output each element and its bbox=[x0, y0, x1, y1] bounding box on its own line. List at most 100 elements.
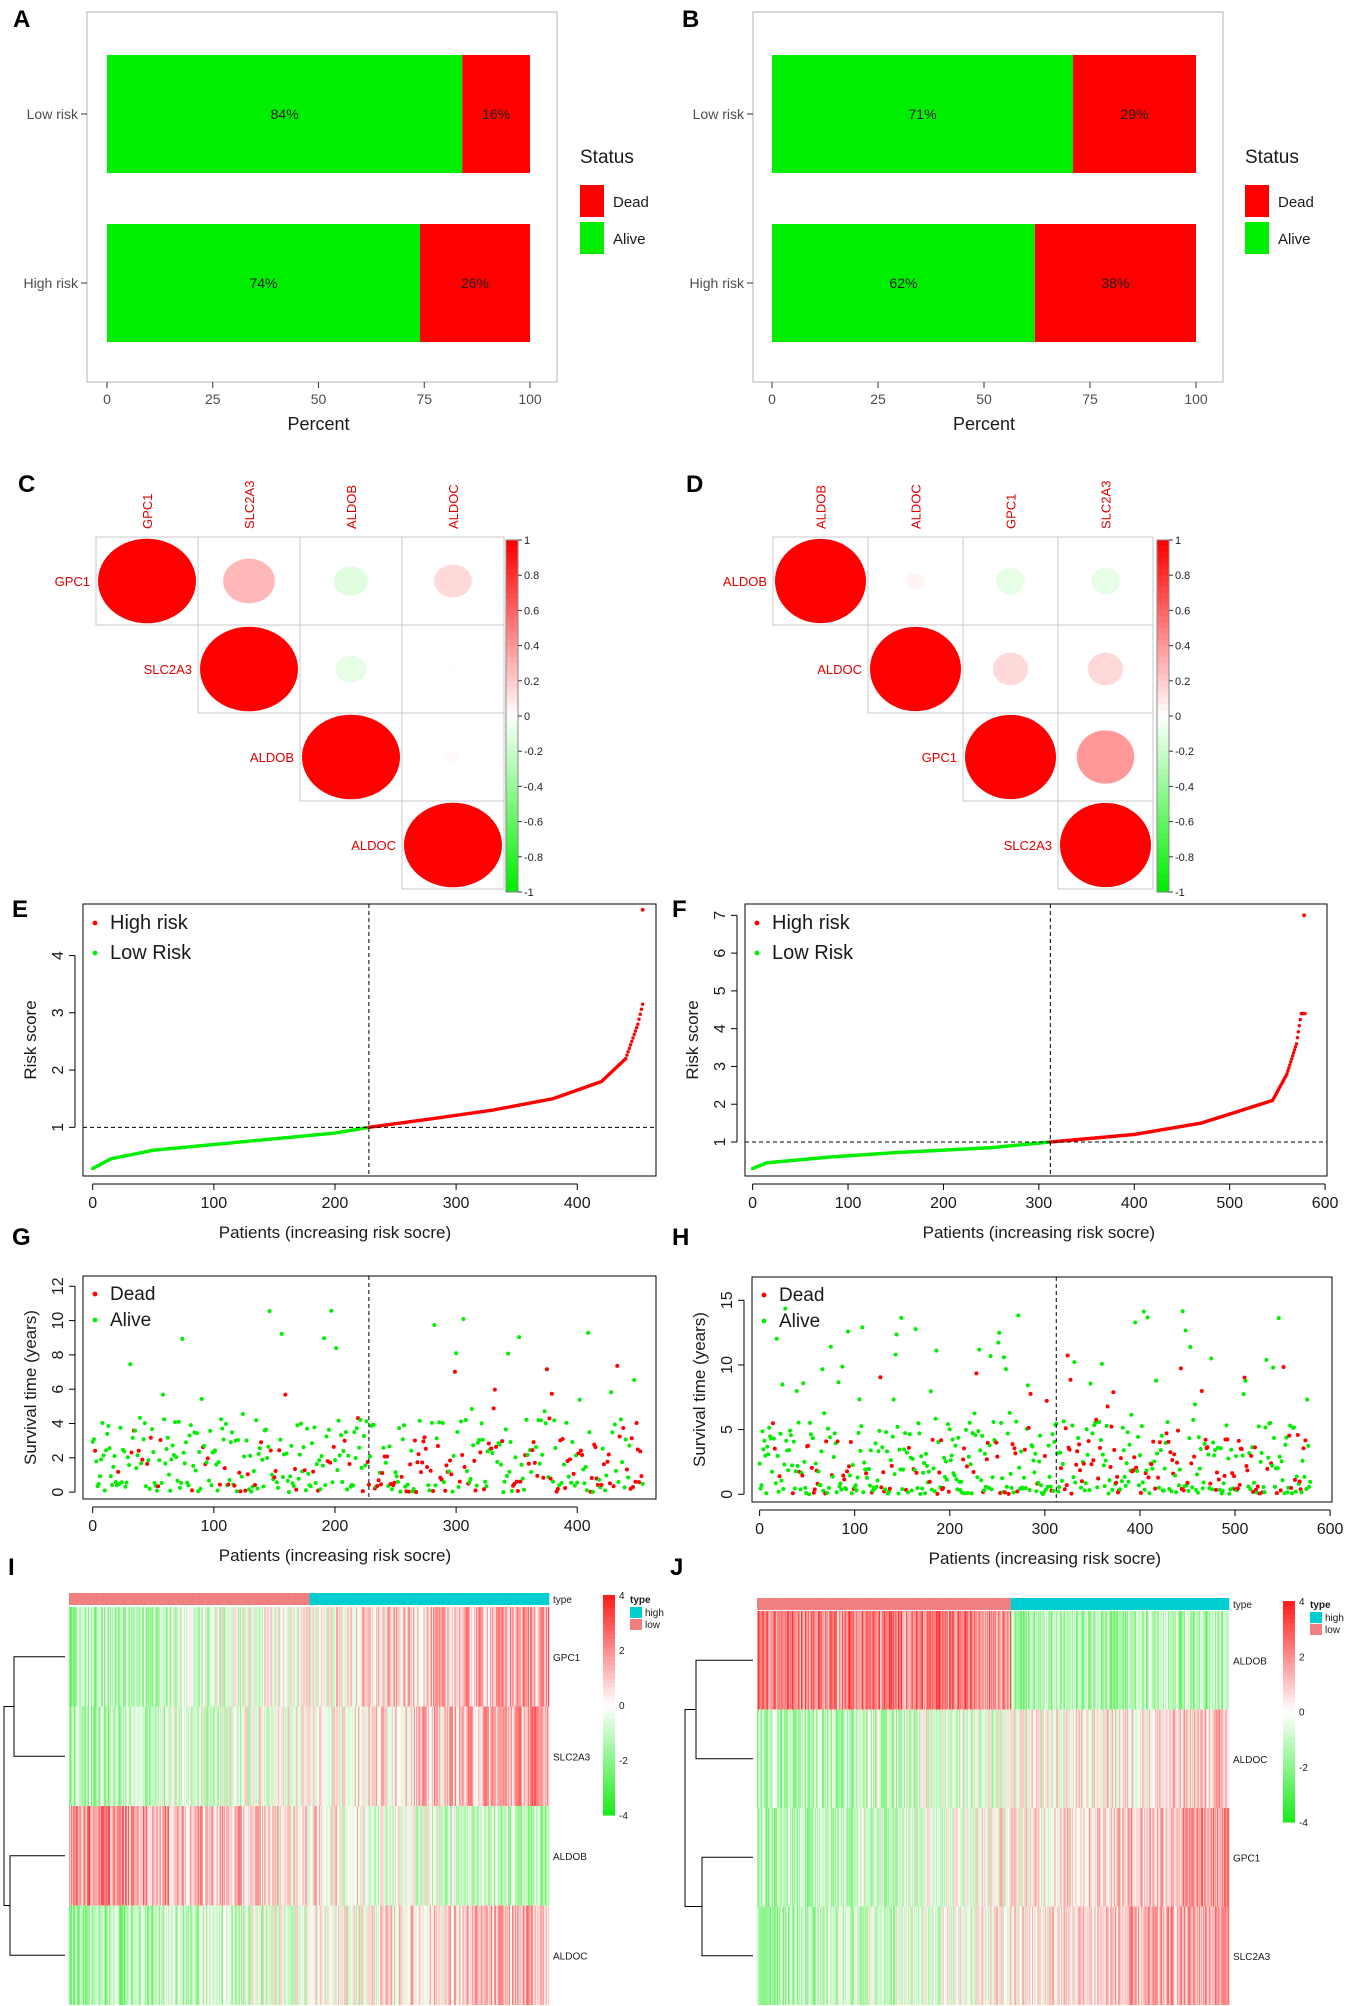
colorbar-segment bbox=[506, 804, 518, 811]
dead-point bbox=[811, 1490, 816, 1495]
alive-point bbox=[296, 1476, 301, 1481]
colorbar-label: -4 bbox=[619, 1811, 628, 1822]
alive-point bbox=[1156, 1485, 1161, 1490]
alive-point bbox=[1158, 1448, 1163, 1453]
alive-point bbox=[1162, 1466, 1167, 1471]
alive-point bbox=[825, 1490, 830, 1495]
colorbar-segment bbox=[1157, 862, 1169, 870]
alive-point bbox=[110, 1483, 115, 1488]
alive-point bbox=[537, 1461, 542, 1466]
legend-key-dead bbox=[1245, 185, 1269, 217]
dead-point bbox=[1232, 1474, 1237, 1479]
corr-circle bbox=[1087, 652, 1124, 686]
alive-point bbox=[867, 1483, 872, 1488]
dead-point bbox=[158, 1438, 163, 1443]
alive-point bbox=[265, 1455, 270, 1460]
data-label: 74% bbox=[249, 275, 277, 291]
alive-point bbox=[627, 1443, 632, 1448]
dead-point bbox=[140, 1457, 145, 1462]
alive-point bbox=[856, 1430, 861, 1435]
heatmap-cell bbox=[547, 1806, 550, 1906]
colorbar-segment bbox=[603, 1678, 615, 1684]
alive-point bbox=[618, 1417, 623, 1422]
colorbar-segment bbox=[506, 845, 518, 852]
alive-point bbox=[1224, 1423, 1229, 1428]
dead-point bbox=[1214, 1470, 1219, 1475]
alive-point bbox=[198, 1486, 203, 1491]
dead-point bbox=[548, 1476, 553, 1481]
corr-circle bbox=[1060, 802, 1151, 888]
alive-point bbox=[174, 1455, 179, 1460]
x-tick-label: 400 bbox=[1127, 1521, 1154, 1538]
corr-circle bbox=[434, 564, 472, 598]
alive-point bbox=[1137, 1453, 1142, 1458]
dead-point bbox=[974, 1371, 979, 1376]
alive-point bbox=[1039, 1483, 1044, 1488]
alive-point bbox=[119, 1480, 124, 1485]
alive-point bbox=[1025, 1383, 1030, 1388]
dead-point bbox=[1175, 1460, 1180, 1465]
colorbar-label: 0 bbox=[1175, 711, 1181, 723]
alive-point bbox=[1103, 1458, 1108, 1463]
alive-point bbox=[267, 1309, 272, 1314]
colorbar-segment bbox=[506, 880, 518, 887]
alive-point bbox=[903, 1431, 908, 1436]
alive-point bbox=[1279, 1459, 1284, 1464]
alive-point bbox=[128, 1362, 133, 1367]
dead-point bbox=[879, 1485, 884, 1490]
alive-point bbox=[975, 1475, 980, 1480]
alive-point bbox=[336, 1418, 341, 1423]
colorbar-segment bbox=[506, 616, 518, 623]
colorbar-segment bbox=[506, 739, 518, 746]
dead-point bbox=[1044, 1398, 1049, 1403]
dead-point bbox=[460, 1453, 465, 1458]
alive-point bbox=[454, 1351, 459, 1356]
alive-point bbox=[1090, 1431, 1095, 1436]
dead-point bbox=[1164, 1431, 1169, 1436]
alive-point bbox=[1305, 1397, 1310, 1402]
alive-point bbox=[461, 1316, 466, 1321]
alive-point bbox=[840, 1364, 845, 1369]
panel-label-c: C bbox=[18, 471, 35, 498]
alive-point bbox=[943, 1459, 948, 1464]
alive-point bbox=[409, 1448, 414, 1453]
high-risk-point bbox=[625, 1053, 629, 1057]
colorbar-segment bbox=[506, 792, 518, 799]
colorbar-segment bbox=[506, 780, 518, 787]
alive-point bbox=[1147, 1491, 1152, 1496]
alive-point bbox=[967, 1420, 972, 1425]
alive-point bbox=[433, 1483, 438, 1488]
legend-label: high bbox=[645, 1608, 664, 1619]
alive-point bbox=[977, 1347, 982, 1352]
dead-point bbox=[1081, 1461, 1086, 1466]
colorbar-segment bbox=[603, 1603, 615, 1609]
alive-point bbox=[467, 1480, 472, 1485]
high-risk-point bbox=[630, 1039, 634, 1044]
alive-point bbox=[99, 1457, 104, 1462]
alive-point bbox=[632, 1377, 637, 1382]
colorbar-segment bbox=[603, 1634, 615, 1640]
dead-point bbox=[580, 1452, 585, 1457]
alive-point bbox=[597, 1477, 602, 1482]
high-risk-point bbox=[1297, 1023, 1302, 1028]
dead-point bbox=[1156, 1475, 1160, 1480]
high-risk-point bbox=[1303, 1011, 1307, 1016]
panel-label-f: F bbox=[672, 896, 687, 923]
alive-point bbox=[952, 1473, 957, 1478]
alive-point bbox=[950, 1437, 955, 1442]
high-risk-point bbox=[1294, 1042, 1299, 1046]
column-label: GPC1 bbox=[140, 494, 155, 529]
bar-dead bbox=[1073, 55, 1196, 173]
alive-point bbox=[1183, 1328, 1188, 1333]
dead-point bbox=[385, 1454, 390, 1459]
panel-label-b: B bbox=[682, 6, 699, 33]
y-axis-title: Risk score bbox=[21, 1000, 40, 1079]
column-label: SLC2A3 bbox=[242, 481, 257, 529]
dead-point bbox=[824, 1439, 829, 1444]
row-label: SLC2A3 bbox=[144, 662, 192, 677]
colorbar-segment bbox=[1157, 581, 1169, 588]
alive-point bbox=[111, 1464, 116, 1469]
alive-point bbox=[577, 1397, 582, 1402]
dead-point bbox=[418, 1470, 423, 1475]
